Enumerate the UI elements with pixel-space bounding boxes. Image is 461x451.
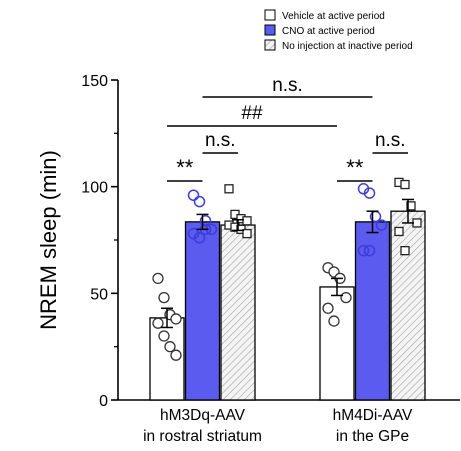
legend: Vehicle at active period CNO at active p… [264,9,413,52]
point-cno [357,244,370,257]
legend-label-vehicle: Vehicle at active period [282,11,385,22]
bars [149,210,426,401]
bar-cno [184,221,221,401]
point-vehicle [340,291,352,304]
group-label-line2: in rostral striatum [143,428,262,445]
significance-label: n.s. [375,130,406,151]
x-axis-labels: hM3Dq-AAV in rostral striatum hM4Di-AAV in … [143,407,413,445]
legend-label-noinj: No injection at inactive period [282,41,413,52]
y-tick-label: 100 [81,180,108,197]
point-noinj [400,246,410,256]
point-noinj [394,226,404,237]
bar-cno [354,221,391,401]
point-vehicle [170,349,182,361]
group-label-line1: hM3Dq-AAV [160,407,246,424]
point-noinj [224,184,234,194]
point-cno [199,215,212,227]
point-vehicle [170,313,182,325]
legend-item-vehicle: Vehicle at active period [264,9,385,22]
legend-item-noinj: No injection at inactive period [264,39,413,52]
y-axis-label: NREM sleep (min) [36,150,61,330]
point-vehicle [164,341,176,353]
data-points [152,177,422,361]
group-label-line2: in the GPe [336,428,409,445]
point-cno [187,189,200,201]
point-noinj [400,179,410,190]
error-bars [161,198,414,329]
point-vehicle [152,272,164,285]
point-noinj [242,216,252,226]
significance-label: n.s. [272,75,303,96]
point-cno [363,187,376,199]
y-tick-label: 50 [90,286,108,303]
point-vehicle [158,291,170,304]
point-cno [375,219,388,231]
legend-swatch-vehicle [264,9,276,21]
group-label-line1: hM4Di-AAV [333,407,413,424]
legend-swatch-cno [264,24,276,36]
point-cno [193,232,206,244]
point-vehicle [158,330,170,342]
significance-annotations: **n.s.**n.s.##n.s. [167,75,408,182]
significance-label: ** [346,155,364,180]
point-vehicle [328,315,340,327]
point-noinj [406,201,416,211]
point-vehicle [322,302,334,314]
point-vehicle [152,317,164,329]
point-noinj [242,228,252,239]
y-tick-label: 0 [99,393,108,410]
point-cno [193,195,206,208]
y-tick-label: 150 [81,73,108,90]
legend-item-cno: CNO at active period [264,24,375,37]
point-noinj [412,218,422,228]
significance-label: n.s. [205,130,236,151]
legend-swatch-noinj [264,39,276,51]
bar-noinj [220,224,256,401]
point-cno [363,244,376,257]
significance-label: ## [241,103,263,124]
significance-label: ** [176,155,194,180]
bar-noinj [390,210,426,401]
legend-label-cno: CNO at active period [282,26,375,37]
